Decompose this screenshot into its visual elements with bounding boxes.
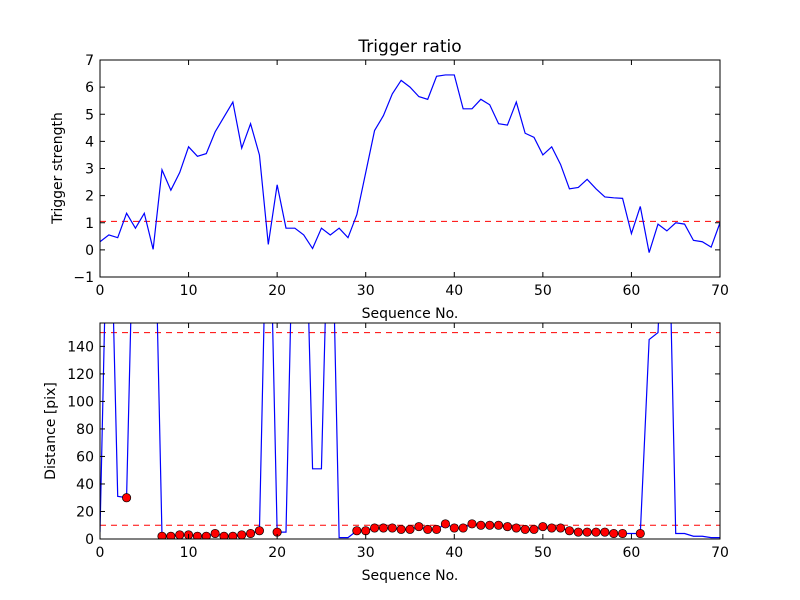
x-tick-label: 20 — [268, 545, 286, 561]
y-tick-label: 6 — [85, 80, 94, 96]
y-axis-label: Trigger strength — [50, 112, 66, 225]
x-axis-label: Sequence No. — [362, 568, 459, 584]
data-point — [476, 520, 486, 530]
x-axis-label: Sequence No. — [362, 306, 459, 322]
data-point — [502, 522, 512, 532]
data-point — [405, 524, 415, 534]
data-point — [201, 531, 211, 539]
data-point — [219, 531, 229, 539]
x-tick-label: 60 — [623, 283, 641, 299]
data-point — [210, 528, 220, 539]
y-axis-label: Distance [pix] — [43, 382, 59, 480]
x-ticks: 0 10 20 30 40 50 60 70 — [96, 323, 729, 561]
y-tick-label: 0 — [85, 532, 94, 548]
x-tick-label: 50 — [534, 545, 552, 561]
data-point — [591, 527, 601, 537]
y-ticks: −1 0 1 2 3 4 5 6 7 — [73, 53, 720, 286]
y-tick-label: 5 — [85, 107, 94, 123]
y-tick-label: −1 — [73, 270, 94, 286]
data-point — [396, 524, 406, 534]
data-point — [237, 530, 247, 539]
data-point — [600, 527, 610, 537]
x-tick-label: 40 — [445, 283, 463, 299]
data-point — [387, 523, 397, 533]
x-tick-label: 70 — [711, 545, 729, 561]
y-tick-label: 7 — [85, 53, 94, 69]
data-point — [192, 531, 202, 539]
y-tick-label: 40 — [76, 477, 94, 493]
y-tick-label: 60 — [76, 449, 94, 465]
y-tick-label: 2 — [85, 189, 94, 205]
data-point — [122, 493, 132, 503]
y-tick-label: 140 — [67, 339, 94, 355]
data-point — [485, 520, 495, 530]
data-point — [370, 523, 380, 533]
x-tick-label: 30 — [357, 545, 375, 561]
data-point — [556, 523, 566, 533]
x-tick-label: 30 — [357, 283, 375, 299]
x-tick-label: 50 — [534, 283, 552, 299]
x-tick-label: 60 — [623, 545, 641, 561]
data-point — [635, 528, 645, 539]
data-point — [511, 523, 521, 533]
plot-frame — [99, 322, 721, 540]
data-point — [440, 519, 450, 529]
y-tick-label: 0 — [85, 243, 94, 259]
x-tick-label: 0 — [96, 283, 105, 299]
x-tick-label: 40 — [445, 545, 463, 561]
trigger-ratio-chart: Trigger ratio 0 10 20 30 40 50 60 70 −101234567… — [50, 37, 729, 322]
data-point — [582, 527, 592, 537]
x-tick-label: 0 — [96, 545, 105, 561]
data-point — [423, 524, 433, 534]
y-tick-label: 20 — [76, 504, 94, 520]
y-tick-label: 80 — [76, 422, 94, 438]
data-point — [166, 531, 176, 539]
data-point — [352, 526, 362, 536]
data-point — [246, 528, 256, 539]
data-point — [538, 522, 548, 532]
data-point — [547, 523, 557, 533]
chart-title: Trigger ratio — [357, 37, 461, 57]
data-point — [520, 524, 530, 534]
data-point — [432, 524, 442, 534]
data-point — [254, 526, 264, 536]
data-point — [458, 523, 468, 533]
data-point — [361, 526, 371, 536]
x-tick-label: 70 — [711, 283, 729, 299]
data-point — [175, 530, 185, 539]
data-point — [449, 523, 459, 533]
y-tick-label: 120 — [67, 367, 94, 383]
x-ticks: 0 10 20 30 40 50 60 70 — [96, 60, 729, 299]
y-tick-label: 3 — [85, 162, 94, 178]
data-point — [378, 523, 388, 533]
y-ticks: 0 20 40 60 80 100 120 140 — [67, 339, 720, 548]
data-point — [494, 520, 504, 530]
data-point — [228, 531, 238, 539]
x-tick-label: 10 — [180, 545, 198, 561]
data-point — [467, 519, 477, 529]
distance-chart: 0 10 20 30 40 50 60 70 0 20 40 60 80 100 120 140 Seque… — [43, 322, 729, 584]
x-tick-label: 10 — [180, 283, 198, 299]
y-tick-label: 100 — [67, 394, 94, 410]
data-point — [609, 528, 619, 539]
data-point — [618, 528, 628, 539]
trigger-series-group — [99, 74, 721, 253]
series-line — [99, 74, 721, 253]
data-point — [414, 522, 424, 532]
x-tick-label: 20 — [268, 283, 286, 299]
y-tick-label: 4 — [85, 134, 94, 150]
y-tick-label: 1 — [85, 216, 94, 232]
data-point — [529, 524, 539, 534]
distance-series-group — [100, 323, 720, 539]
data-point — [573, 527, 583, 537]
data-point — [157, 531, 167, 539]
data-point — [564, 526, 574, 536]
